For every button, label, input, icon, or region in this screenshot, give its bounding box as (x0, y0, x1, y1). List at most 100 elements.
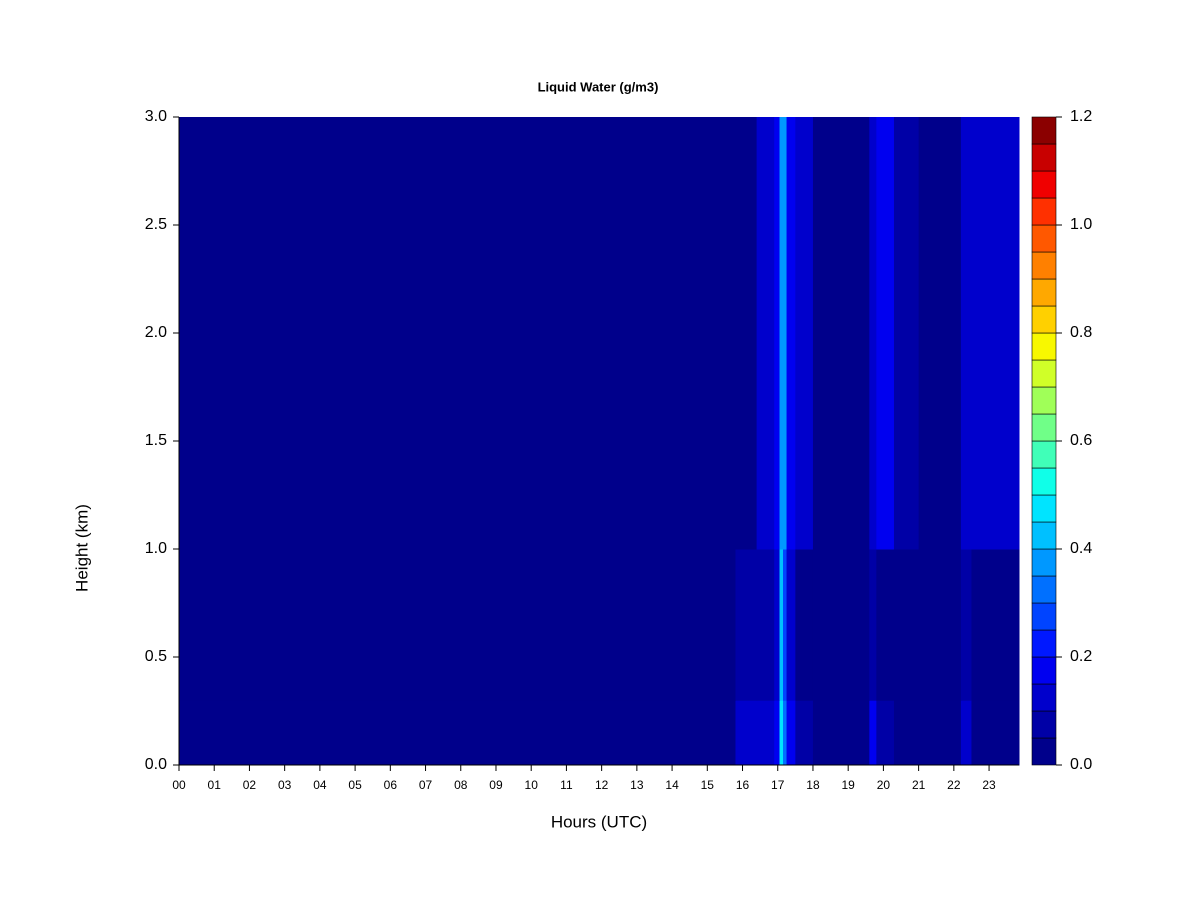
y-tick-label: 3.0 (145, 108, 167, 125)
heat-cell (876, 700, 895, 766)
heat-cell (779, 117, 784, 550)
x-tick-label: 11 (560, 778, 573, 792)
y-tick-label: 2.0 (145, 324, 167, 341)
heat-cell (786, 117, 796, 550)
heat-cell (893, 700, 920, 766)
heat-cell (869, 700, 877, 766)
heat-cell (960, 700, 972, 766)
colorbar-swatch (1031, 602, 1057, 631)
colorbar-swatch (1031, 683, 1057, 712)
heat-cell (756, 117, 775, 550)
heat-cell (774, 700, 781, 766)
x-tick-label: 01 (208, 778, 222, 792)
colorbar-swatch (1031, 305, 1057, 334)
heat-cell (795, 117, 814, 550)
heat-cell (503, 549, 518, 701)
x-tick-label: 17 (771, 778, 785, 792)
colorbar-swatch (1031, 116, 1057, 145)
heat-cell (795, 700, 814, 766)
heat-cell (735, 700, 758, 766)
colorbar-swatch (1031, 197, 1057, 226)
colorbar-swatch (1031, 656, 1057, 685)
colorbar-swatch (1031, 224, 1057, 253)
y-axis-label: Height (km) (72, 504, 91, 592)
x-tick-label: 20 (877, 778, 891, 792)
colorbar-swatch (1031, 413, 1057, 442)
heat-cell (783, 700, 788, 766)
colorbar-swatch (1031, 494, 1057, 523)
heat-cell (779, 700, 784, 766)
heat-cell (786, 700, 796, 766)
colorbar-swatch (1031, 737, 1057, 766)
heat-cell (735, 549, 758, 701)
heat-cell (876, 549, 895, 701)
colorbar-tick-label: 0.2 (1070, 648, 1092, 665)
colorbar-tick-label: 1.2 (1070, 108, 1092, 125)
x-tick-label: 06 (384, 778, 398, 792)
x-tick-label: 22 (947, 778, 961, 792)
colorbar-swatch (1031, 386, 1057, 415)
heat-cell (812, 700, 870, 766)
x-tick-label: 19 (842, 778, 856, 792)
colorbar-swatch (1031, 278, 1057, 307)
x-tick-label: 14 (665, 778, 679, 792)
colorbar-swatch (1031, 143, 1057, 172)
heat-cell (869, 117, 877, 550)
colorbar-tick-label: 0.0 (1070, 756, 1092, 773)
colorbar-swatch (1031, 251, 1057, 280)
heat-cell (876, 117, 895, 550)
heat-cell (179, 549, 504, 701)
heat-cell (756, 549, 775, 701)
heat-cell (779, 549, 784, 701)
heat-cell (869, 549, 877, 701)
heat-cell (517, 549, 736, 701)
x-tick-label: 21 (912, 778, 926, 792)
heat-cell (795, 549, 814, 701)
heat-cell (783, 117, 788, 550)
x-tick-label: 05 (348, 778, 362, 792)
colorbar-swatch (1031, 548, 1057, 577)
colorbar-tick-label: 0.4 (1070, 540, 1092, 557)
x-tick-label: 16 (736, 778, 750, 792)
colorbar-swatch (1031, 521, 1057, 550)
x-axis-label: Hours (UTC) (551, 812, 647, 831)
x-tick-label: 09 (489, 778, 503, 792)
heat-cell (893, 117, 920, 550)
heat-cell (774, 117, 781, 550)
colorbar-tick-label: 1.0 (1070, 216, 1092, 233)
heat-cell (918, 117, 962, 550)
x-tick-label: 18 (806, 778, 820, 792)
heat-cell (774, 549, 781, 701)
heat-cell (960, 117, 972, 550)
heat-cell (893, 549, 920, 701)
heat-cell (179, 700, 504, 766)
colorbar-swatch (1031, 170, 1057, 199)
heat-cell (971, 549, 1020, 701)
colorbar-swatch (1031, 575, 1057, 604)
heat-cell (179, 117, 504, 550)
heat-cell (756, 700, 775, 766)
x-tick-label: 13 (630, 778, 644, 792)
heat-cell (786, 549, 796, 701)
heat-cell (503, 117, 518, 550)
y-tick-label: 0.5 (145, 648, 167, 665)
colorbar-swatch (1031, 440, 1057, 469)
heat-cell (735, 117, 758, 550)
x-tick-label: 23 (982, 778, 996, 792)
heat-cell (812, 549, 870, 701)
x-tick-label: 00 (172, 778, 186, 792)
heat-cell (812, 117, 870, 550)
x-tick-label: 15 (701, 778, 715, 792)
colorbar-tick-label: 0.8 (1070, 324, 1092, 341)
chart-title: Liquid Water (g/m3) (538, 79, 659, 94)
colorbar-swatch (1031, 629, 1057, 658)
x-tick-label: 07 (419, 778, 433, 792)
y-tick-label: 0.0 (145, 756, 167, 773)
heat-cell (517, 700, 736, 766)
y-tick-label: 1.0 (145, 540, 167, 557)
x-tick-label: 02 (243, 778, 257, 792)
heat-cell (918, 549, 962, 701)
colorbar-swatch (1031, 359, 1057, 388)
heat-cell (517, 117, 736, 550)
